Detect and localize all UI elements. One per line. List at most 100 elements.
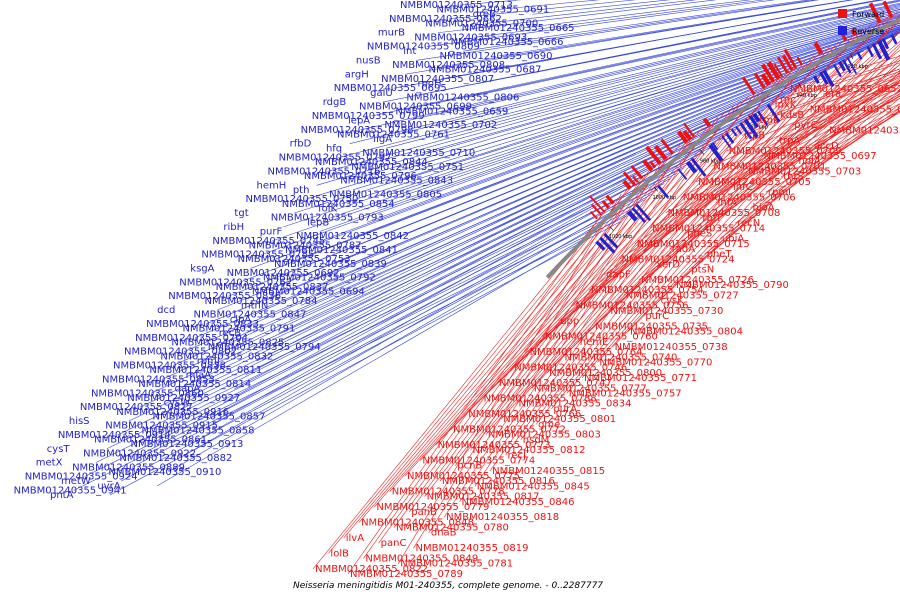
- legend-reverse-swatch: [838, 26, 847, 35]
- forward-gene-feature: [781, 54, 794, 72]
- reverse-gene-label: clpA: [230, 314, 252, 325]
- leader-line: [131, 188, 659, 468]
- forward-gene-label: bioA: [753, 203, 775, 214]
- forward-gene-label: NMBM01240355_0800: [549, 368, 662, 379]
- forward-gene-label: recJ: [507, 450, 525, 461]
- forward-gene-label: lpxK: [775, 99, 797, 110]
- forward-gene-feature: [645, 145, 662, 165]
- reverse-gene-label: recB: [219, 328, 242, 339]
- leader-line: [597, 31, 900, 363]
- reverse-gene-label: lepB: [307, 217, 329, 228]
- reverse-gene-label: NMBM01240355_0924: [25, 472, 138, 483]
- reverse-gene-feature: [595, 240, 606, 251]
- leader-line: [338, 11, 900, 158]
- reverse-gene-label: lepA: [348, 116, 370, 127]
- reverse-gene-label: NMBM01240355_0796: [304, 171, 417, 182]
- forward-gene-label: NMBM01240355_0760: [545, 332, 658, 343]
- reverse-gene-label: NMBM01240355_0860: [91, 388, 204, 399]
- leader-line: [73, 215, 627, 491]
- reverse-gene-feature: [766, 103, 781, 123]
- forward-gene-label: hemE: [580, 337, 609, 348]
- leader-line: [106, 167, 684, 450]
- gene-labels: NMBM01240355_0713NMBM01240355_0691greBNM…: [14, 0, 900, 580]
- forward-gene-label: NMBM01240355_0757: [569, 388, 682, 399]
- leader-line: [437, 0, 717, 34]
- reverse-gene-feature: [685, 160, 698, 174]
- reverse-gene-label: rpmJ: [197, 356, 220, 367]
- leader-line: [488, 0, 885, 71]
- reverse-gene-label: NMBM01240355_0695: [334, 83, 447, 94]
- reverse-gene-label: NMBM01240355_0700: [425, 18, 538, 29]
- forward-gene-label: NMBM01240355_0697: [764, 151, 877, 162]
- leader-line: [415, 0, 820, 61]
- forward-gene-feature: [753, 72, 766, 89]
- reverse-gene-label: NMBM01240355_0691: [436, 5, 549, 16]
- tick-label: 960 kbp: [747, 124, 767, 130]
- forward-gene-label: ptsN: [691, 265, 714, 276]
- leader-line: [278, 54, 857, 334]
- forward-gene-label: NMBM01240355_0848: [361, 517, 474, 528]
- forward-gene-label: NMBM01240355_0815: [492, 466, 605, 477]
- forward-gene-label: NMBM01240355_0788: [484, 394, 597, 405]
- reverse-gene-label: hisS: [69, 416, 90, 427]
- reverse-gene-label: NMBM01240355_0842: [296, 231, 409, 242]
- leader-line: [750, 111, 900, 208]
- reverse-gene-label: NMBM01240355_0839: [274, 259, 387, 270]
- reverse-gene-feature: [657, 185, 669, 199]
- forward-gene-label: NMBM01240355_0730: [610, 306, 723, 317]
- forward-gene-label: NMBM01240355_0667: [810, 105, 900, 116]
- legend-reverse-label: Reverse: [852, 27, 884, 36]
- forward-gene-label: purA: [553, 404, 577, 415]
- forward-gene-label: panC: [381, 538, 407, 549]
- reverse-gene-label: NMBM01240355_0857: [153, 411, 266, 422]
- forward-gene-label: cysK: [661, 296, 685, 307]
- reverse-gene-feature: [721, 135, 732, 149]
- forward-gene-feature: [741, 76, 756, 96]
- reverse-gene-label: NMBM01240355_0797: [279, 153, 392, 164]
- reverse-gene-label: NMBM01240355_0693: [414, 32, 527, 43]
- reverse-gene-label: pntA: [50, 490, 74, 501]
- leader-line: [95, 183, 665, 463]
- leader-line: [389, 111, 726, 492]
- forward-gene-label: lhfA: [718, 198, 738, 209]
- reverse-gene-label: NMBM01240355_0710: [362, 148, 475, 159]
- forward-gene-label: pcnB: [457, 461, 482, 472]
- forward-gene-label: radA: [672, 244, 696, 255]
- forward-gene-label: NMBM01240355_0714: [652, 223, 765, 234]
- leader-line: [311, 32, 900, 292]
- leader-line: [272, 24, 900, 242]
- reverse-gene-label: NMBM01240355_0787: [249, 240, 362, 251]
- forward-gene-label: NMBM01240355_0773: [438, 440, 551, 451]
- leader-line: [363, 187, 629, 559]
- leader-line: [474, 106, 734, 487]
- leader-line: [366, 27, 900, 223]
- leader-line: [319, 25, 900, 232]
- leader-line: [781, 110, 900, 177]
- leader-line: [792, 82, 900, 126]
- reverse-gene-label: NMBM01240355_0915: [105, 421, 218, 432]
- tick-mark: [700, 149, 705, 155]
- reverse-gene-feature: [599, 236, 616, 254]
- leader-line: [305, 19, 900, 200]
- leader-line: [535, 46, 831, 425]
- leader-line: [551, 32, 856, 410]
- forward-gene-label: recN: [737, 218, 760, 229]
- reverse-gene-label: NMBM01240355_0704: [135, 333, 248, 344]
- leader-line: [711, 80, 900, 167]
- leader-line: [505, 75, 782, 456]
- forward-gene-feature: [605, 194, 615, 205]
- reverse-gene-feature: [819, 71, 829, 85]
- forward-gene-label: NMBM01240355_0849: [365, 554, 478, 565]
- reverse-gene-label: NMBM01240355_0794: [208, 342, 321, 353]
- forward-gene-label: dnaB: [431, 528, 457, 539]
- leader-line: [516, 28, 864, 404]
- leader-line: [761, 91, 900, 157]
- reverse-gene-label: metW: [61, 476, 91, 487]
- forward-gene-feature: [589, 210, 598, 220]
- leader-line: [765, 111, 900, 193]
- leader-line: [772, 62, 900, 105]
- forward-gene-label: NMBM01240355_0822: [315, 564, 428, 575]
- forward-gene-label: NMBM01240355_0703: [748, 167, 861, 178]
- reverse-gene-label: NMBM01240355_0751: [351, 162, 464, 173]
